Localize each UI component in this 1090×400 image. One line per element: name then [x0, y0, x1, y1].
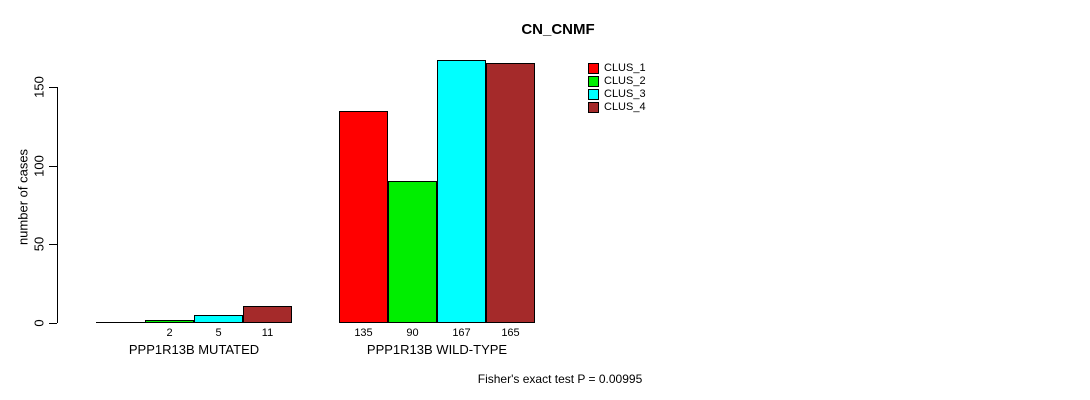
chart-title: CN_CNMF — [521, 21, 595, 38]
bar-clus_1 — [339, 111, 388, 323]
x-group-label: PPP1R13B MUTATED — [128, 342, 260, 357]
y-axis-title: number of cases — [15, 148, 31, 246]
legend-swatch-clus_3 — [588, 89, 599, 100]
legend-item: CLUS_3 — [588, 89, 646, 100]
y-tick-label: 0 — [31, 319, 47, 327]
bar-value-label: 165 — [501, 327, 520, 339]
bar-value-label: 5 — [215, 327, 222, 339]
bar-value-label: 90 — [406, 327, 419, 339]
bar-value-label: 135 — [354, 327, 373, 339]
y-axis-line — [57, 87, 58, 323]
y-tick-mark — [49, 323, 57, 324]
legend-label: CLUS_3 — [604, 88, 646, 100]
fisher-test-annotation: Fisher's exact test P = 0.00995 — [477, 372, 643, 386]
bar-clus_3 — [194, 315, 243, 323]
legend-label: CLUS_1 — [604, 62, 646, 74]
legend-item: CLUS_2 — [588, 76, 646, 87]
bar-clus_2 — [145, 320, 194, 323]
bar-clus_1-zero — [96, 322, 146, 323]
legend-item: CLUS_4 — [588, 102, 646, 113]
legend-swatch-clus_2 — [588, 76, 599, 87]
bar-clus_2 — [388, 181, 437, 323]
y-tick-label: 150 — [31, 76, 47, 98]
x-group-label: PPP1R13B WILD-TYPE — [366, 342, 508, 357]
y-tick-mark — [49, 87, 57, 88]
legend-swatch-clus_4 — [588, 102, 599, 113]
legend-swatch-clus_1 — [588, 63, 599, 74]
legend-label: CLUS_2 — [604, 75, 646, 87]
bar-clus_4 — [243, 306, 292, 323]
legend-item: CLUS_1 — [588, 63, 646, 74]
y-tick-label: 100 — [31, 155, 47, 177]
y-tick-label: 50 — [31, 236, 47, 252]
y-tick-mark — [49, 166, 57, 167]
legend-label: CLUS_4 — [604, 101, 646, 113]
y-tick-mark — [49, 244, 57, 245]
bar-value-label: 167 — [452, 327, 471, 339]
bar-clus_4 — [486, 63, 535, 323]
bar-value-label: 2 — [166, 327, 173, 339]
bar-value-label: 11 — [261, 327, 274, 339]
bar-clus_3 — [437, 60, 486, 323]
